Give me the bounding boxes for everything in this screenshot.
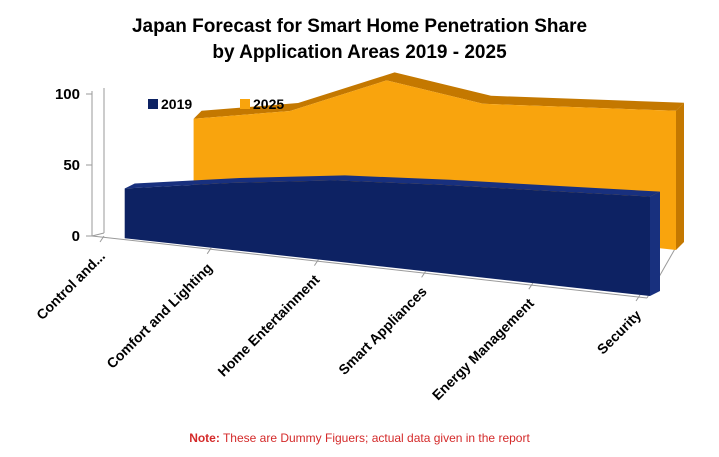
- chart-title: Japan Forecast for Smart Home Penetratio…: [0, 14, 719, 66]
- legend-label-2019: 2019: [161, 96, 192, 112]
- legend-swatch-2025: [240, 99, 250, 109]
- series-2019-top-face: [124, 175, 660, 197]
- chart-title-line-2: by Application Areas 2019 - 2025: [212, 42, 507, 63]
- category-label: Energy Management: [429, 295, 537, 403]
- x-tick-mark: [99, 235, 105, 243]
- y-tick-label: 0: [72, 228, 80, 245]
- x-axis-line: [91, 235, 648, 299]
- category-label: Smart Appliances: [335, 283, 430, 378]
- series-2025-top-face: [193, 72, 684, 119]
- category-label: Home Entertainment: [214, 271, 322, 379]
- x-tick-mark: [313, 259, 319, 266]
- x-tick-mark: [206, 247, 212, 255]
- footnote: Note: These are Dummy Figuers; actual da…: [0, 431, 719, 445]
- category-label: Comfort and Lighting: [103, 260, 215, 372]
- series-2025-side-face: [676, 102, 684, 250]
- x-tick-mark: [421, 271, 427, 278]
- y-tick-label: 100: [55, 86, 80, 103]
- category-label: Control and...: [33, 248, 108, 323]
- chart-title-line-1: Japan Forecast for Smart Home Penetratio…: [131, 16, 588, 37]
- x-tick-mark: [528, 282, 534, 290]
- footnote-text: These are Dummy Figuers; actual data giv…: [219, 431, 530, 445]
- axis-corner-line: [91, 232, 105, 237]
- legend-label-2025: 2025: [253, 96, 284, 112]
- category-label: Security: [594, 307, 645, 358]
- y-tick-label: 50: [63, 157, 80, 174]
- legend-swatch-2019: [148, 99, 158, 109]
- x-tick-mark: [635, 294, 641, 302]
- series-2019-side-face: [650, 191, 660, 296]
- series-2019-area: [124, 180, 650, 296]
- footnote-label: Note:: [189, 431, 220, 445]
